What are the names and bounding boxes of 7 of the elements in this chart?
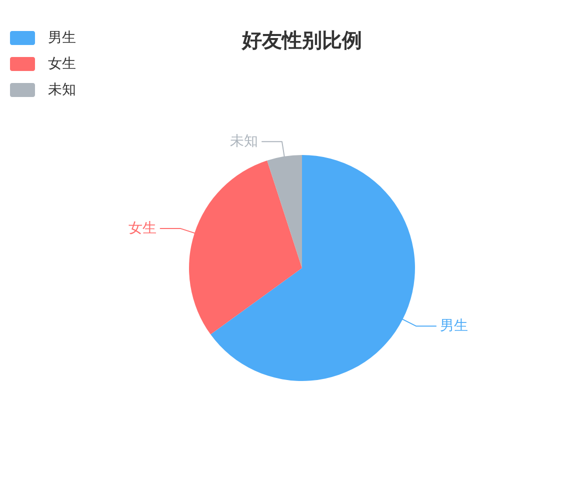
legend-label: 未知 bbox=[48, 82, 76, 98]
slice-label: 男生 bbox=[440, 318, 468, 334]
legend-label: 男生 bbox=[48, 30, 76, 46]
legend-label: 女生 bbox=[48, 56, 76, 72]
chart-title: 好友性别比例 bbox=[241, 28, 362, 52]
slice-label: 女生 bbox=[128, 220, 156, 236]
slice-label: 未知 bbox=[230, 134, 258, 150]
